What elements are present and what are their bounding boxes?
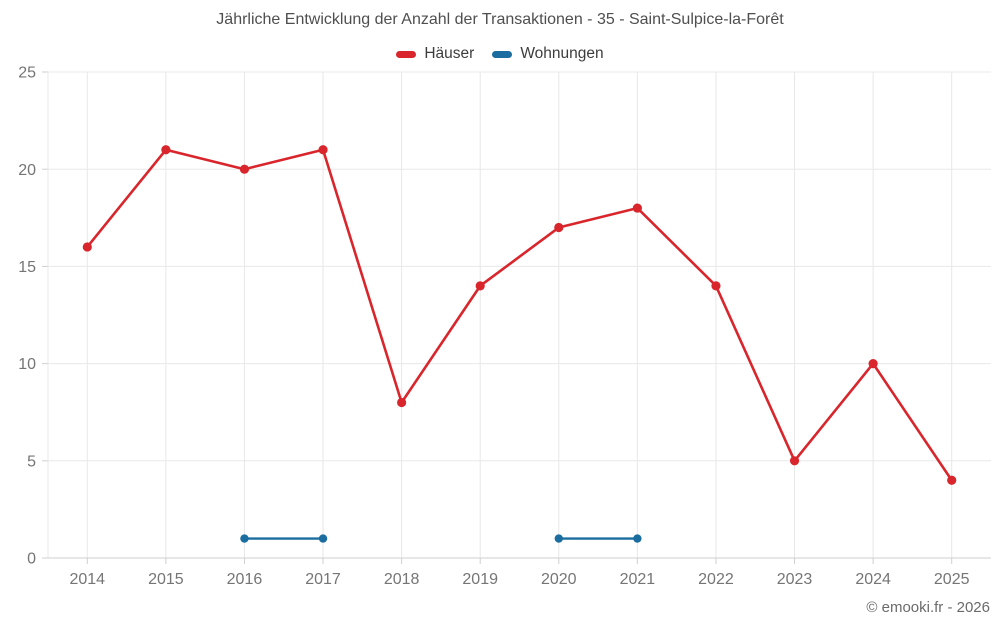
data-point-Häuser-2018[interactable] [397,397,407,408]
series-line-Häuser [85,148,954,482]
x-axis-tick-label: 2021 [620,571,656,588]
data-point-Häuser-2017[interactable] [318,145,328,155]
legend-item-hauser[interactable]: Häuser [396,45,474,63]
x-axis-tick-label: 2015 [148,571,184,588]
chart-title: Jährliche Entwicklung der Anzahl der Tra… [216,11,784,28]
x-axis-tick-label: 2025 [934,571,970,588]
x-axis-tick-label: 2024 [855,571,891,588]
y-axis-tick-label: 5 [27,453,36,470]
data-point-Häuser-2022[interactable] [711,281,721,291]
data-point-Häuser-2024[interactable] [868,359,878,369]
y-axis-tick-label: 0 [27,551,36,568]
x-axis-tick-label: 2023 [777,571,813,588]
data-point-Häuser-2015[interactable] [161,145,171,155]
data-point-Häuser-2019[interactable] [475,281,485,291]
data-point-Wohnungen-2021[interactable] [633,534,642,543]
x-axis-tick-label: 2018 [384,571,420,588]
hauser-series-swatch-icon [396,50,417,58]
data-point-Häuser-2023[interactable] [789,456,800,466]
legend-item-wohnungen[interactable]: Wohnungen [492,45,604,63]
x-axis-tick-label: 2014 [69,571,105,588]
data-point-Häuser-2014[interactable] [82,242,92,252]
x-axis-tick-label: 2019 [462,571,498,588]
legend-label-hauser: Häuser [424,45,475,62]
data-point-Häuser-2025[interactable] [947,475,957,485]
data-point-Häuser-2021[interactable] [632,203,642,213]
x-axis-tick-label: 2022 [698,571,734,588]
data-point-Häuser-2016[interactable] [239,164,250,174]
y-axis-tick-label: 20 [18,162,36,179]
legend-label-wohnungen: Wohnungen [520,45,604,62]
y-axis-tick-label: 10 [18,356,36,373]
y-axis-tick-label: 15 [18,259,36,276]
x-axis-tick-label: 2016 [227,571,263,588]
x-axis-tick-label: 2020 [541,571,577,588]
data-point-Wohnungen-2020[interactable] [554,534,563,543]
data-point-Häuser-2020[interactable] [554,222,564,233]
chart-legend: Häuser Wohnungen [0,45,1000,63]
data-point-Wohnungen-2016[interactable] [240,534,249,543]
y-axis-tick-label: 25 [18,65,36,82]
data-point-Wohnungen-2017[interactable] [318,534,328,543]
x-axis-tick-label: 2017 [305,571,341,588]
wohnungen-series-swatch-icon [492,50,513,58]
copyright-attribution: © emooki.fr - 2026 [866,599,990,616]
